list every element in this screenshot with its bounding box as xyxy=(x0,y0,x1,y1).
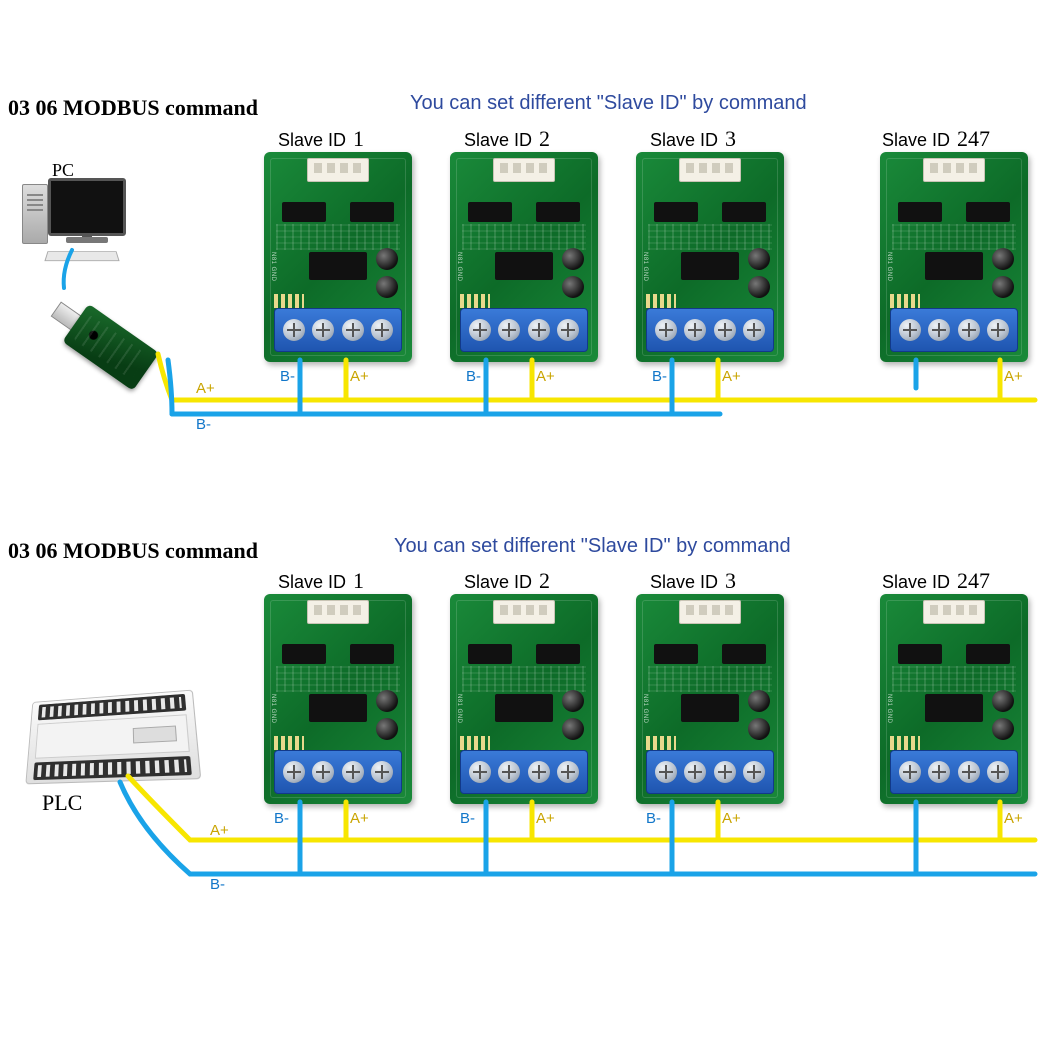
wire-label-a-plus: A+ xyxy=(536,368,555,385)
wire-label-a-plus: A+ xyxy=(722,368,741,385)
slave-label: Slave ID 1 xyxy=(278,126,364,152)
pcb-board: N81 GND xyxy=(636,152,784,362)
wire-label-a-plus: A+ xyxy=(350,810,369,827)
slave-label: Slave ID 2 xyxy=(464,126,550,152)
wire-label-b-minus: B- xyxy=(280,368,295,385)
subheading-bottom: You can set different "Slave ID" by comm… xyxy=(394,535,791,558)
pcb-board: N81 GND xyxy=(450,152,598,362)
slave-label: Slave ID 3 xyxy=(650,126,736,152)
slave-label-text: Slave ID 2 xyxy=(464,130,550,150)
slave-label: Slave ID 2 xyxy=(464,568,550,594)
heading-top: 03 06 MODBUS command xyxy=(8,95,258,121)
wire-label-a-plus: A+ xyxy=(722,810,741,827)
pcb-board: N81 GND xyxy=(264,152,412,362)
slave-label-text: Slave ID 247 xyxy=(882,130,990,150)
wire-label-a-plus: A+ xyxy=(1004,368,1023,385)
subheading-top: You can set different "Slave ID" by comm… xyxy=(410,92,807,115)
wire-label-a-plus: A+ xyxy=(536,810,555,827)
usb-adapter-icon xyxy=(56,300,174,402)
wire-label-a-plus: A+ xyxy=(210,822,229,839)
slave-label-text: Slave ID 247 xyxy=(882,572,990,592)
slave-label-text: Slave ID 3 xyxy=(650,130,736,150)
wire-label-a-plus: A+ xyxy=(196,380,215,397)
wire-label-b-minus: B- xyxy=(196,416,211,433)
slave-label: Slave ID 247 xyxy=(882,568,990,594)
pcb-board: N81 GND xyxy=(264,594,412,804)
wire-label-b-minus: B- xyxy=(210,876,225,893)
slave-label: Slave ID 1 xyxy=(278,568,364,594)
plc-icon xyxy=(25,690,201,785)
wire-label-a-plus: A+ xyxy=(1004,810,1023,827)
pc-icon xyxy=(28,178,138,236)
slave-label-text: Slave ID 1 xyxy=(278,572,364,592)
wire-label-b-minus: B- xyxy=(274,810,289,827)
wire-label-a-plus: A+ xyxy=(350,368,369,385)
slave-label: Slave ID 3 xyxy=(650,568,736,594)
pcb-board: N81 GND xyxy=(880,594,1028,804)
pcb-board: N81 GND xyxy=(636,594,784,804)
heading-bottom: 03 06 MODBUS command xyxy=(8,538,258,564)
pcb-board: N81 GND xyxy=(880,152,1028,362)
slave-label-text: Slave ID 2 xyxy=(464,572,550,592)
wire-label-b-minus: B- xyxy=(460,810,475,827)
slave-label-text: Slave ID 1 xyxy=(278,130,364,150)
wire-label-b-minus: B- xyxy=(466,368,481,385)
slave-label-text: Slave ID 3 xyxy=(650,572,736,592)
wire-label-b-minus: B- xyxy=(646,810,661,827)
slave-label: Slave ID 247 xyxy=(882,126,990,152)
plc-label: PLC xyxy=(42,790,82,816)
pcb-board: N81 GND xyxy=(450,594,598,804)
wire-label-b-minus: B- xyxy=(652,368,667,385)
